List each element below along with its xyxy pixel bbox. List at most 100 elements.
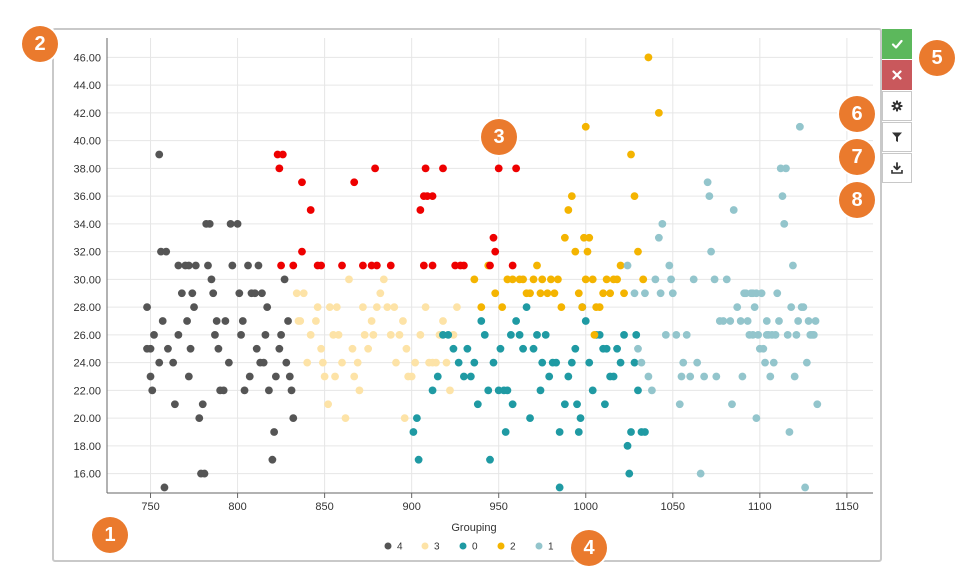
scatter-chart: 16.00 18.00 20.00 22.00 24.00 26.00 28.00 30.00… [73, 38, 873, 553]
data-point-series-2 [498, 303, 507, 312]
data-point-series-2 [613, 275, 621, 284]
data-point-series-4 [150, 330, 158, 339]
cancel-button[interactable] [882, 60, 912, 90]
x-tick-label: 850 [315, 501, 333, 513]
data-point-series-1 [787, 303, 796, 312]
legend-marker-1 [535, 542, 543, 550]
data-point-series-4 [211, 330, 219, 339]
data-point-series-1 [754, 330, 762, 339]
y-tick-label: 22.00 [73, 385, 101, 397]
data-point-series-0 [609, 372, 618, 381]
data-point-series-4 [221, 317, 230, 325]
data-point-series-3 [411, 358, 420, 367]
data-point-series-1 [769, 358, 778, 367]
callout-badge-5: 5 [919, 40, 955, 76]
data-point-series-1 [707, 247, 715, 256]
x-tick-label: 1000 [574, 501, 598, 513]
data-point-series-0 [567, 358, 576, 367]
data-point-series-1 [748, 289, 757, 298]
data-point-series-1 [696, 469, 705, 478]
data-point-series-3 [439, 317, 447, 325]
data-point-series-1 [789, 261, 797, 270]
data-point-series-1 [775, 317, 783, 325]
data-point-series-3 [294, 317, 303, 325]
data-point-series-red [306, 206, 315, 214]
data-point-series-3 [348, 344, 357, 353]
data-point-series-2 [585, 233, 594, 242]
data-point-series-0 [555, 428, 564, 436]
data-point-series-3 [355, 386, 364, 395]
x-tick-label: 950 [490, 501, 508, 513]
data-point-series-3 [306, 330, 315, 339]
y-tick-label: 20.00 [73, 413, 101, 425]
data-point-series-0 [506, 330, 515, 339]
data-point-series-4 [183, 317, 191, 325]
data-point-series-4 [270, 428, 279, 436]
data-point-series-4 [184, 372, 193, 381]
data-point-series-3 [407, 372, 416, 381]
data-point-series-4 [177, 289, 186, 298]
data-point-series-4 [261, 330, 270, 339]
data-point-series-1 [700, 372, 709, 381]
data-point-series-4 [219, 386, 228, 395]
data-point-series-2 [583, 247, 592, 256]
data-point-series-0 [602, 344, 611, 353]
data-point-series-1 [813, 400, 822, 409]
data-point-series-2 [536, 289, 545, 298]
data-point-series-4 [143, 344, 151, 353]
data-point-series-3 [392, 358, 400, 367]
data-point-series-1 [679, 358, 688, 367]
data-point-series-red [371, 164, 379, 173]
data-point-series-red [275, 164, 284, 173]
data-point-series-1 [667, 275, 675, 284]
data-point-series-1 [778, 192, 787, 201]
data-point-series-1 [736, 317, 745, 325]
data-point-series-4 [254, 261, 263, 270]
download-icon [891, 162, 903, 174]
data-point-series-0 [449, 344, 458, 353]
data-point-series-0 [444, 330, 453, 339]
data-point-series-4 [184, 261, 193, 270]
data-point-series-2 [470, 275, 479, 284]
data-point-series-0 [601, 400, 609, 409]
settings-button[interactable] [882, 91, 912, 121]
data-point-series-2 [581, 275, 590, 284]
data-point-series-0 [480, 330, 489, 339]
data-point-series-2 [477, 303, 486, 312]
close-icon [892, 70, 902, 80]
data-point-series-0 [632, 330, 641, 339]
check-icon [891, 39, 903, 49]
data-point-series-2 [590, 330, 599, 339]
data-point-series-4 [233, 219, 242, 228]
data-point-series-1 [780, 219, 789, 228]
y-tick-label: 36.00 [73, 191, 101, 203]
data-point-series-1 [672, 330, 681, 339]
data-point-series-1 [634, 344, 642, 353]
data-point-series-1 [762, 330, 771, 339]
data-point-series-2 [533, 261, 541, 270]
data-point-series-0 [581, 317, 590, 325]
chart-panel: 16.00 18.00 20.00 22.00 24.00 26.00 28.00 30.00… [52, 28, 882, 562]
data-point-series-0 [625, 469, 634, 478]
x-tick-label: 900 [402, 501, 420, 513]
download-button[interactable] [882, 153, 912, 183]
data-point-series-3 [341, 414, 350, 422]
x-tick-label: 800 [228, 501, 246, 513]
data-point-series-4 [277, 330, 285, 339]
data-point-series-0 [630, 358, 639, 367]
data-point-series-4 [207, 275, 216, 284]
chart-toolbar [882, 29, 914, 184]
data-point-series-2 [553, 275, 562, 284]
data-point-series-3 [432, 358, 440, 367]
data-point-series-4 [214, 344, 223, 353]
data-point-series-4 [200, 469, 209, 478]
filter-button[interactable] [882, 122, 912, 152]
data-point-series-0 [576, 414, 585, 422]
y-tick-label: 44.00 [73, 80, 101, 92]
data-point-series-1 [809, 330, 818, 339]
data-point-series-2 [616, 261, 625, 270]
data-point-series-1 [801, 483, 810, 492]
confirm-button[interactable] [882, 29, 912, 59]
filter-icon [892, 132, 902, 142]
data-point-series-2 [606, 289, 615, 298]
